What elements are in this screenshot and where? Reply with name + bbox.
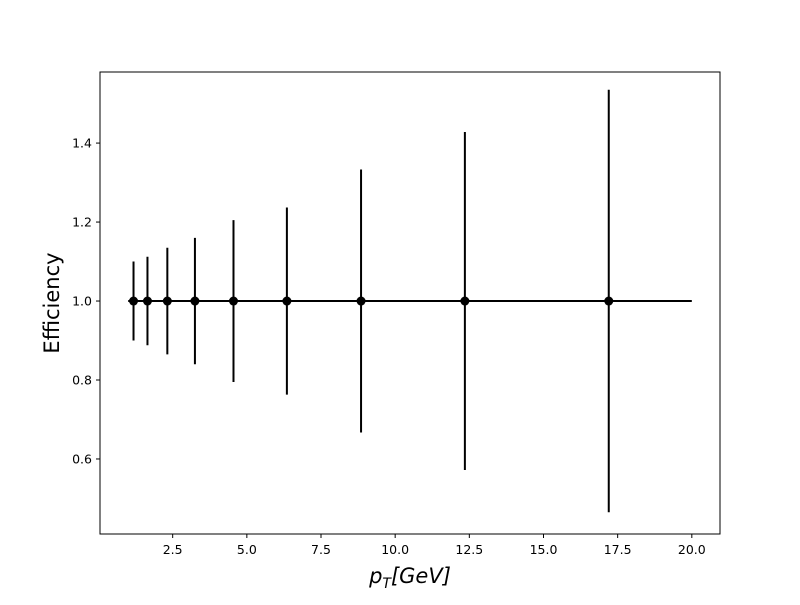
y-tick-label: 1.2: [72, 215, 92, 230]
y-axis-ticks: 0.6 0.8 1.0 1.2 1.4: [72, 136, 100, 466]
data-point: [190, 296, 200, 306]
x-axis-label-rest: [GeV]: [391, 564, 451, 588]
data-point: [228, 296, 238, 306]
x-tick-label: 20.0: [678, 542, 706, 557]
x-tick-label: 5.0: [237, 542, 257, 557]
x-tick-label: 15.0: [530, 542, 558, 557]
x-axis-label: pT[GeV]: [368, 564, 451, 592]
data-point: [604, 296, 614, 306]
y-axis-label: Efficiency: [40, 252, 64, 353]
x-axis-ticks: 2.5 5.0 7.5 10.0 12.5 15.0 17.5 20.0: [163, 534, 706, 557]
data-point: [142, 296, 152, 306]
plot-frame: [99, 71, 721, 535]
x-tick-label: 17.5: [604, 542, 632, 557]
data-point: [282, 296, 292, 306]
data-point: [129, 296, 139, 306]
data-point: [162, 296, 172, 306]
x-tick-label: 7.5: [311, 542, 331, 557]
x-axis-label-subscript: T: [382, 576, 392, 592]
y-tick-label: 0.6: [72, 451, 92, 466]
x-tick-label: 10.0: [381, 542, 409, 557]
y-tick-label: 1.0: [72, 294, 92, 309]
data-point: [356, 296, 366, 306]
data-point: [460, 296, 470, 306]
x-axis-label-base: p: [368, 564, 382, 588]
x-tick-label: 2.5: [163, 542, 183, 557]
data-series: [128, 89, 692, 513]
x-tick-label: 12.5: [455, 542, 483, 557]
y-tick-label: 1.4: [72, 136, 92, 151]
y-tick-label: 0.8: [72, 373, 92, 388]
